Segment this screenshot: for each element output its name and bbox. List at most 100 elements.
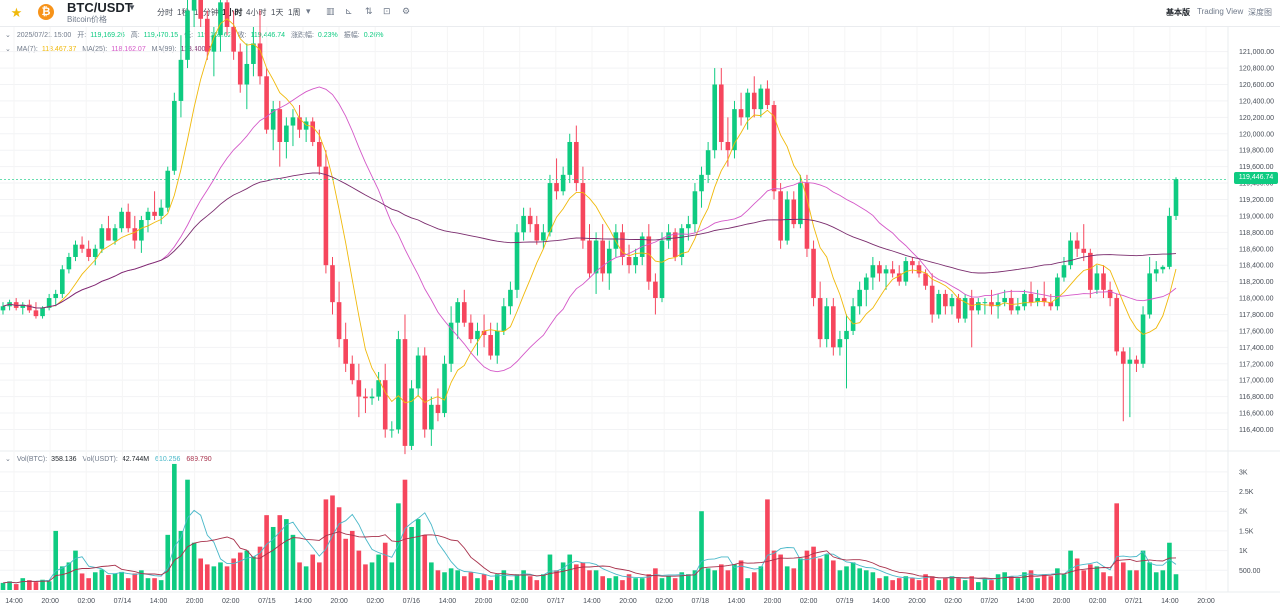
candle-body — [580, 183, 586, 241]
candle-body — [508, 289, 513, 307]
candle-body — [461, 302, 467, 323]
candle-body — [73, 244, 78, 257]
volume-bar — [79, 573, 85, 590]
candle-body — [574, 141, 579, 184]
candle-body — [1134, 359, 1139, 364]
price-tick-label: 120,400.00 — [1239, 98, 1274, 105]
candle-body — [468, 322, 474, 340]
time-tick-label: 14:00 — [150, 598, 168, 605]
chevron-icon[interactable]: ⌄ — [5, 456, 11, 463]
candle-body — [672, 232, 678, 257]
volume-bar — [969, 576, 975, 590]
chevron-icon[interactable]: ⌄ — [5, 32, 11, 39]
price-tick-label: 116,400.00 — [1239, 427, 1274, 434]
volume-bar — [1140, 550, 1146, 590]
interval-3[interactable]: 1小时 — [222, 8, 243, 17]
interval-more-caret-icon[interactable]: ▾ — [306, 6, 311, 16]
price-tick-label: 117,800.00 — [1239, 312, 1274, 319]
candle-body — [692, 191, 698, 225]
view-tab-2[interactable]: 深度图 — [1248, 8, 1272, 17]
volume-bar — [1088, 564, 1093, 590]
candle-body — [527, 215, 533, 225]
volume-bar — [850, 562, 856, 590]
volume-ma-line-2 — [2, 531, 1177, 584]
candle-body — [1094, 273, 1100, 290]
interval-4[interactable]: 4小时 — [246, 8, 267, 17]
volume-bar — [198, 558, 204, 590]
time-tick-label: 07/16 — [403, 598, 421, 605]
favorite-star-icon[interactable]: ★ — [10, 5, 23, 20]
pair-dropdown-caret-icon[interactable]: ▼ — [128, 3, 136, 12]
volume-bar — [626, 574, 632, 590]
volume-bar — [1015, 578, 1021, 590]
view-tab-1[interactable]: Trading View — [1197, 7, 1244, 16]
volume-bar — [574, 564, 579, 590]
interval-1[interactable]: 1秒 — [177, 8, 190, 17]
volume-bar — [527, 576, 533, 590]
candle-body — [46, 298, 52, 308]
volume-bar — [106, 575, 111, 590]
volume-bar — [712, 570, 718, 590]
volume-bar — [699, 511, 704, 590]
volume-bar — [277, 515, 283, 590]
volume-bar — [1134, 570, 1139, 590]
interval-0[interactable]: 分时 — [157, 8, 173, 17]
ma25-value: 118,162.07 — [111, 46, 146, 53]
candle-body — [863, 277, 869, 290]
candle-body — [376, 380, 381, 397]
indicator-icon[interactable]: ⊾ — [345, 6, 353, 16]
volume-bar — [336, 507, 342, 590]
volume-bar — [13, 584, 19, 590]
ma7-value: 118,467.37 — [41, 46, 77, 53]
candle-body — [1068, 240, 1073, 266]
volume-bar — [66, 562, 72, 590]
volume-bar — [514, 574, 520, 590]
volume-bar — [132, 573, 138, 590]
chart-type-icon[interactable]: ▥ — [326, 6, 335, 16]
interval-2[interactable]: 15分钟 — [194, 8, 219, 17]
vol-btc-label: Vol(BTC): — [16, 456, 48, 463]
candle-body — [106, 228, 111, 241]
candle-body — [1114, 298, 1119, 352]
volume-bar — [1173, 574, 1179, 590]
compare-icon[interactable]: ⇅ — [365, 6, 373, 16]
volume-bar — [916, 580, 922, 590]
volume-bar — [1048, 576, 1054, 590]
volume-bar — [1153, 572, 1159, 590]
volume-bar — [211, 566, 217, 590]
bitcoin-coin-icon: ₿ — [38, 4, 54, 20]
volume-bar — [448, 568, 454, 590]
candle-body — [1101, 273, 1106, 290]
candle-body — [1015, 306, 1021, 311]
candle-body — [916, 265, 922, 274]
settings-gear-icon[interactable]: ⚙ — [402, 6, 411, 16]
candle-body — [600, 240, 605, 274]
candle-body — [718, 84, 724, 142]
candle-body — [613, 232, 619, 249]
drawing-tools-icon[interactable]: ⊡ — [383, 6, 391, 16]
price-tick-label: 121,000.00 — [1239, 49, 1274, 56]
volume-bar — [745, 578, 750, 590]
candle-body — [1048, 302, 1054, 307]
volume-bar — [1167, 542, 1172, 590]
volume-bar — [1120, 562, 1126, 590]
pair-title[interactable]: BTC/USDT — [67, 0, 133, 15]
candle-body — [817, 298, 823, 340]
interval-5[interactable]: 1天 — [271, 8, 284, 17]
chevron-icon[interactable]: ⌄ — [5, 46, 11, 53]
view-tab-0[interactable]: 基本版 — [1166, 8, 1190, 17]
ohlc-time: 2025/07/21 15:00 — [16, 32, 72, 39]
volume-bar — [508, 580, 513, 590]
interval-6[interactable]: 1周 — [288, 8, 301, 17]
vol-btc-value: 358.136 — [51, 456, 77, 463]
price-tick-label: 118,000.00 — [1239, 296, 1274, 303]
candle-body — [646, 236, 652, 282]
volume-bar — [600, 576, 605, 590]
volume-bar — [290, 534, 296, 590]
candle-body — [804, 183, 810, 249]
time-tick-label: 07/15 — [258, 598, 276, 605]
volume-bar — [389, 562, 395, 590]
volume-bar — [758, 566, 764, 590]
volume-bar — [461, 576, 467, 590]
